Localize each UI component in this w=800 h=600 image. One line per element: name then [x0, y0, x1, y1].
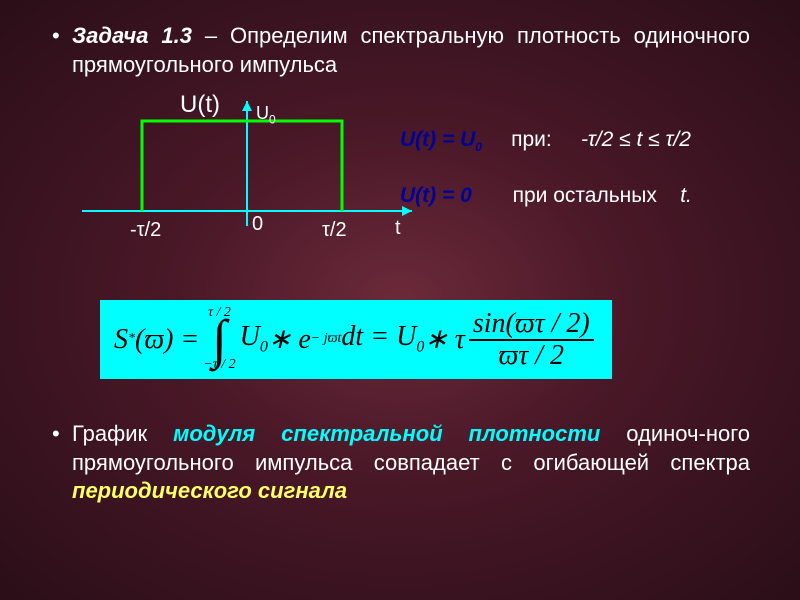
conclusion-paragraph: График модуля спектральной плотности оди… — [50, 420, 750, 506]
frac-bot: ϖτ / 2 — [494, 341, 568, 370]
concl-p2: модуля спектральной плотности — [173, 421, 600, 446]
f-tau: ∗ τ — [424, 325, 464, 354]
intro-paragraph: Задача 1.3 – Определим спектральную плот… — [50, 22, 750, 79]
frac-top: sin(ϖτ / 2) — [469, 309, 594, 338]
c1-pri: при: — [511, 128, 552, 151]
f-u0-u: U — [240, 321, 260, 352]
c2-left: U(t) = 0 — [400, 184, 472, 207]
f-dt-sub: 0 — [416, 339, 424, 356]
f-mid: ∗ e — [268, 325, 311, 354]
f-exp: − jϖt — [311, 332, 342, 347]
u0-sub: 0 — [269, 113, 276, 127]
u0-text: U — [256, 103, 269, 123]
concl-p4: периодического сигнала — [72, 478, 347, 503]
int-bot: −τ / 2 — [203, 358, 235, 373]
cond-line-1: U(t) = U0 при: -τ/2 ≤ t ≤ τ/2 — [400, 128, 692, 154]
c1-u: U(t) = U — [400, 128, 475, 151]
f-dt-text: dt = U — [341, 321, 416, 352]
f-lhs: S — [114, 325, 128, 354]
conditions-block: U(t) = U0 при: -τ/2 ≤ t ≤ τ/2 U(t) = 0 п… — [400, 128, 692, 238]
fraction: sin(ϖτ / 2) ϖτ / 2 — [469, 309, 594, 370]
ylabel: U(t) — [180, 91, 220, 119]
c2-right: при остальных — [513, 184, 657, 207]
task-label: Задача 1.3 — [72, 23, 192, 48]
u0-label: U0 — [256, 103, 276, 127]
intro-dash: – — [192, 23, 230, 48]
pos-tau: τ/2 — [322, 219, 347, 242]
c1-range: -τ/2 ≤ t ≤ τ/2 — [581, 128, 691, 151]
concl-p1: График — [72, 421, 173, 446]
int-symbol: ∫ — [212, 321, 227, 359]
f-u0-sub: 0 — [260, 339, 268, 356]
f-dt: dt = U0 — [341, 322, 424, 356]
neg-tau: -τ/2 — [130, 219, 161, 242]
integral: τ / 2 ∫ −τ / 2 — [203, 306, 235, 373]
f-u0: U0 — [240, 322, 268, 356]
c1-sub: 0 — [475, 140, 482, 154]
f-lhs-sup: * — [128, 332, 135, 347]
cond-line-2: U(t) = 0 при остальных t. — [400, 184, 692, 208]
c2-t: t. — [680, 184, 692, 207]
formula-box: S*(ϖ) = τ / 2 ∫ −τ / 2 U0 ∗ e− jϖt dt = … — [100, 300, 612, 379]
zero-label: 0 — [252, 213, 263, 236]
c1-left: U(t) = U0 — [400, 128, 482, 151]
f-lhs-arg: (ϖ) = — [135, 325, 199, 354]
